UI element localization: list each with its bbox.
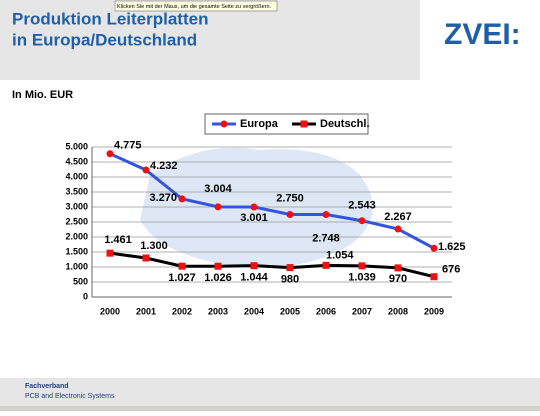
value-label: 676 <box>442 264 460 276</box>
marker <box>250 203 258 211</box>
x-tick-label: 2002 <box>172 306 192 316</box>
value-label: 1.300 <box>140 240 168 252</box>
marker <box>106 249 114 257</box>
value-label: 2.750 <box>276 192 304 204</box>
value-label: 2.748 <box>312 232 340 244</box>
marker <box>106 150 114 158</box>
y-tick-label: 4.500 <box>65 156 88 166</box>
value-label: 1.044 <box>240 272 268 284</box>
x-tick-label: 2007 <box>352 306 372 316</box>
marker <box>214 203 222 211</box>
value-label: 3.001 <box>240 212 268 224</box>
legend-marker <box>300 120 308 128</box>
value-label: 4.232 <box>150 160 178 172</box>
marker <box>430 244 438 252</box>
series-line <box>109 251 435 279</box>
series-line <box>109 152 435 250</box>
taskbar <box>0 406 540 411</box>
y-tick-label: 5.000 <box>65 141 88 151</box>
marker <box>394 225 402 233</box>
marker <box>214 262 222 270</box>
value-label: 4.775 <box>114 140 142 152</box>
x-tick-label: 2005 <box>280 306 300 316</box>
marker <box>178 195 186 203</box>
value-label: 1.026 <box>204 272 232 284</box>
value-label: 3.270 <box>149 192 177 204</box>
marker <box>394 264 402 272</box>
marker <box>142 166 150 174</box>
value-label: 2.267 <box>384 211 412 223</box>
title: in Europa/Deutschland <box>12 30 197 49</box>
unit-label: In Mio. EUR <box>12 89 73 101</box>
x-tick-label: 2003 <box>208 306 228 316</box>
footer-text: PCB and Electronic Systems <box>25 393 115 400</box>
footer-text: Fachverband <box>25 383 69 390</box>
x-tick-label: 2008 <box>388 306 408 316</box>
y-tick-label: 0 <box>83 291 88 301</box>
y-tick-label: 1.500 <box>65 246 88 256</box>
legend-label: Deutschl. <box>320 118 370 130</box>
header-band <box>0 0 420 80</box>
logo: ZVEI: <box>444 18 521 51</box>
marker <box>250 262 258 270</box>
value-label: 3.004 <box>204 183 232 195</box>
tooltip-box <box>114 0 278 12</box>
value-label: 970 <box>389 273 407 285</box>
value-label: 1.461 <box>104 234 132 246</box>
y-tick-label: 500 <box>73 276 88 286</box>
legend-box <box>204 113 369 135</box>
y-tick-label: 2.000 <box>65 231 88 241</box>
value-label: 980 <box>281 274 299 286</box>
x-tick-label: 2009 <box>424 306 444 316</box>
value-label: 1.054 <box>326 249 354 261</box>
x-tick-label: 2001 <box>136 306 156 316</box>
marker <box>322 211 330 219</box>
marker <box>286 211 294 218</box>
marker <box>286 264 294 272</box>
footer-band <box>0 378 540 406</box>
value-label: 2.543 <box>348 200 376 212</box>
chart: 0 500 1.000 1.500 2.000 2.500 3.000 3.500 4.000 4… <box>65 113 466 316</box>
legend-label: Europa <box>240 118 279 130</box>
y-tick-label: 4.000 <box>65 171 88 181</box>
y-tick-label: 3.500 <box>65 186 88 196</box>
marker <box>358 262 366 270</box>
legend-marker <box>220 120 228 128</box>
x-tick-label: 2000 <box>100 306 120 316</box>
y-tick-label: 1.000 <box>65 261 88 271</box>
x-tick-label: 2004 <box>244 306 264 316</box>
tooltip: Klicken Sie mit der Maus, um die gesamte… <box>117 4 272 10</box>
y-tick-label: 2.500 <box>65 216 88 226</box>
value-label: 1.039 <box>348 272 376 284</box>
title: Produktion Leiterplatten <box>12 9 208 28</box>
marker <box>142 254 150 262</box>
y-tick-label: 3.000 <box>65 201 88 211</box>
marker <box>358 217 366 225</box>
marker <box>178 262 186 270</box>
value-label: 1.027 <box>168 272 196 284</box>
marker <box>430 273 438 281</box>
value-label: 1.625 <box>438 241 466 253</box>
x-tick-label: 2006 <box>316 306 336 316</box>
marker <box>322 261 330 269</box>
